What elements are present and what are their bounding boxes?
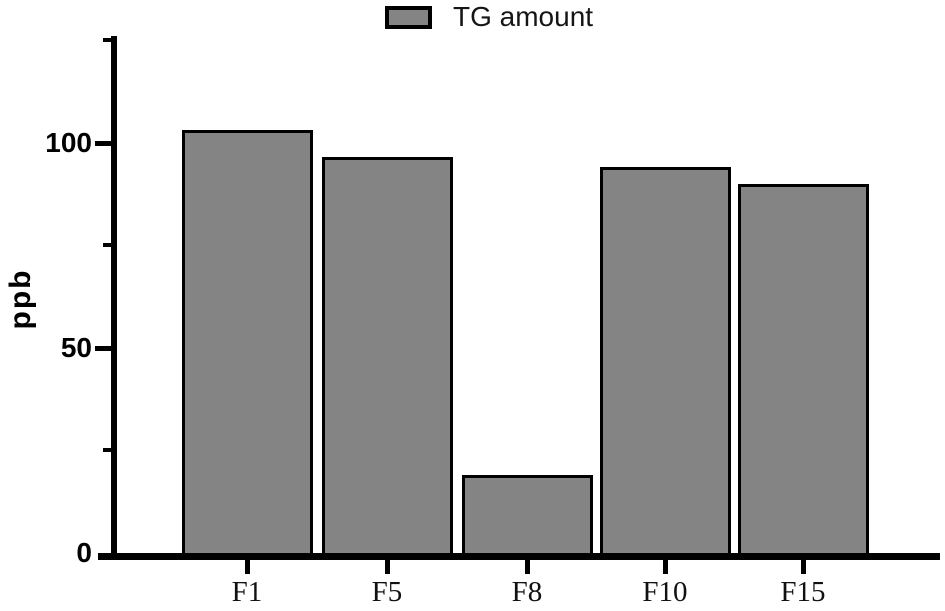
x-category-label: F1 xyxy=(231,576,263,608)
y-minor-tick xyxy=(103,448,112,452)
y-minor-tick xyxy=(103,38,112,42)
y-axis-line xyxy=(111,36,117,560)
bar-f10 xyxy=(599,167,731,557)
legend-label: TG amount xyxy=(453,1,594,32)
bar-f8 xyxy=(461,475,593,557)
bar-f1 xyxy=(181,130,313,557)
bar-f15 xyxy=(737,184,869,557)
x-tick xyxy=(663,560,668,574)
x-tick xyxy=(245,560,250,574)
y-major-tick xyxy=(95,346,111,351)
legend: TG amount xyxy=(385,3,593,31)
bar-f5 xyxy=(321,157,453,557)
x-category-label: F15 xyxy=(780,576,826,608)
x-category-label: F5 xyxy=(371,576,403,608)
legend-swatch xyxy=(385,5,432,29)
y-tick-label: 50 xyxy=(60,332,92,363)
x-tick xyxy=(801,560,806,574)
y-major-tick xyxy=(95,141,111,146)
x-tick xyxy=(525,560,530,574)
y-tick-label: 100 xyxy=(45,127,92,158)
y-minor-tick xyxy=(103,243,112,247)
y-axis-title: ppb xyxy=(4,268,37,330)
x-category-label: F10 xyxy=(642,576,688,608)
x-axis-line xyxy=(98,553,940,560)
x-tick xyxy=(385,560,390,574)
y-tick-label: 0 xyxy=(76,537,92,568)
x-category-label: F8 xyxy=(511,576,543,608)
